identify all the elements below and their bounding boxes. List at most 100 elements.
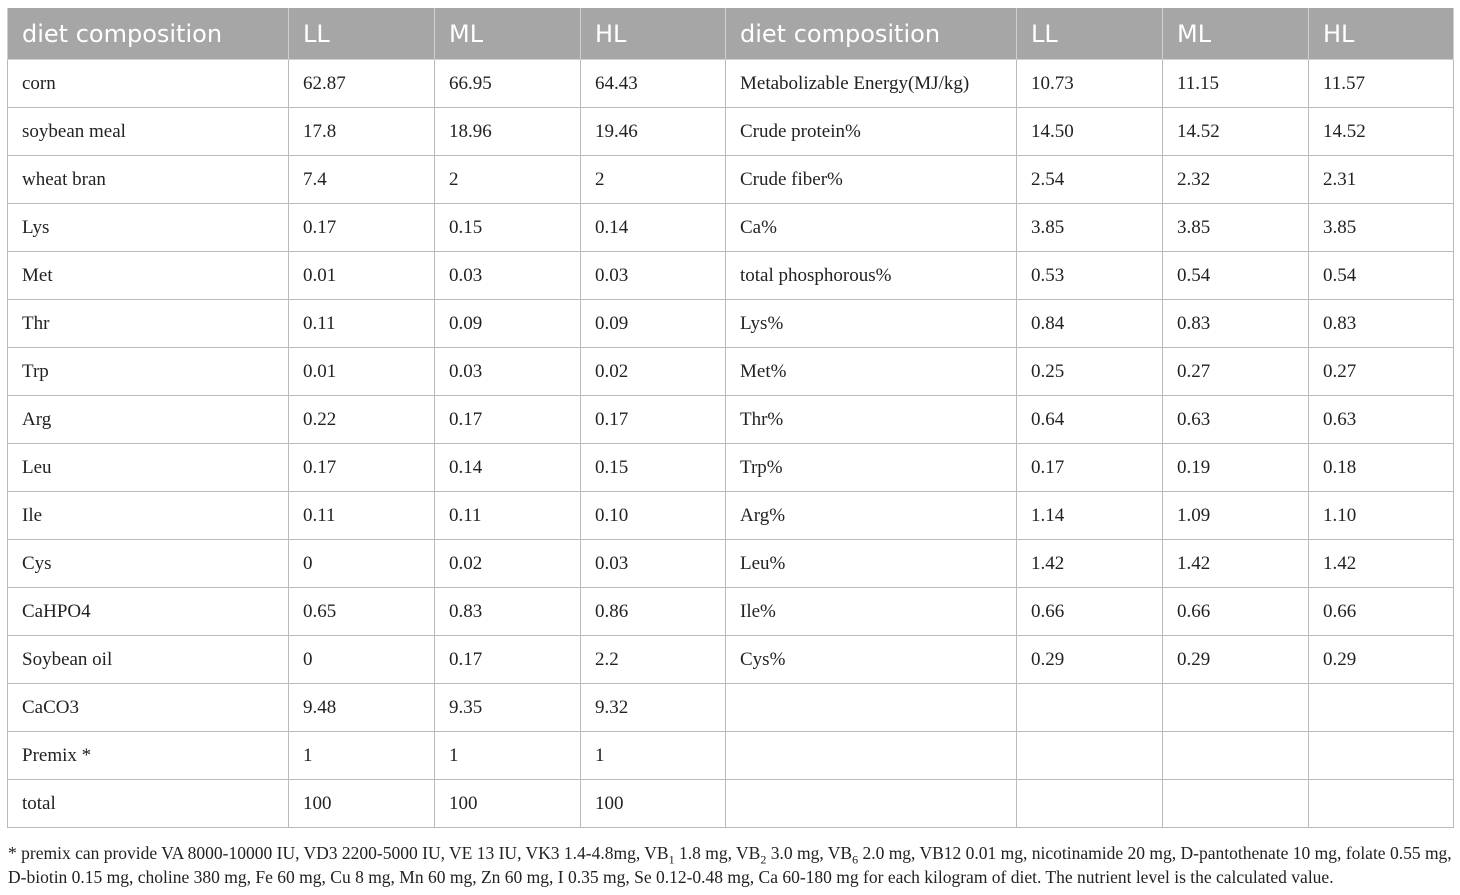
- table-row: Cys 0 0.02 0.03 Leu% 1.42 1.42 1.42: [7, 539, 1454, 588]
- table-body: corn 62.87 66.95 64.43 Metabolizable Energy(…: [7, 59, 1454, 828]
- table-row: corn 62.87 66.95 64.43 Metabolizable Energy(…: [7, 59, 1454, 108]
- table-cell: 0.27: [1308, 347, 1454, 396]
- table-cell: 0.29: [1016, 635, 1163, 684]
- table-cell: 2.32: [1162, 155, 1309, 204]
- table-cell: 1.42: [1162, 539, 1309, 588]
- table-cell: 0.17: [288, 203, 435, 252]
- footnote-text-1: * premix can provide VA 8000-10000 IU, V…: [8, 843, 669, 863]
- table-cell: 0.83: [1308, 299, 1454, 348]
- footnote-sub-6: 6: [852, 852, 859, 867]
- table-cell: Premix *: [7, 731, 289, 780]
- table-cell: Crude fiber%: [725, 155, 1017, 204]
- diet-composition-table: diet composition LL ML HL diet compositi…: [7, 8, 1454, 828]
- table-cell: [1016, 779, 1163, 828]
- table-cell: 0.17: [288, 443, 435, 492]
- table-cell: 0.29: [1308, 635, 1454, 684]
- table-cell: [1016, 731, 1163, 780]
- header-diet-composition-left: diet composition: [7, 8, 289, 60]
- table-cell: 0: [288, 635, 435, 684]
- table-cell: Lys%: [725, 299, 1017, 348]
- table-cell: 11.15: [1162, 59, 1309, 108]
- table-cell: 1: [288, 731, 435, 780]
- table-cell: 3.85: [1162, 203, 1309, 252]
- table-cell: 14.52: [1162, 107, 1309, 156]
- table-cell: [725, 779, 1017, 828]
- table-cell: [725, 731, 1017, 780]
- table-cell: 100: [434, 779, 581, 828]
- table-cell: 0.01: [288, 251, 435, 300]
- table-cell: Arg%: [725, 491, 1017, 540]
- table-cell: 2: [434, 155, 581, 204]
- table-cell: 2.54: [1016, 155, 1163, 204]
- table-cell: 0.15: [434, 203, 581, 252]
- table-cell: 0.22: [288, 395, 435, 444]
- table-row: wheat bran 7.4 2 2 Crude fiber% 2.54 2.32 2.31: [7, 155, 1454, 204]
- table-cell: 0.03: [580, 539, 726, 588]
- table-cell: 1.42: [1308, 539, 1454, 588]
- header-hl-left: HL: [580, 8, 726, 60]
- table-cell: 14.52: [1308, 107, 1454, 156]
- table-cell: [1162, 683, 1309, 732]
- table-cell: 0.03: [580, 251, 726, 300]
- table-cell: 11.57: [1308, 59, 1454, 108]
- table-cell: [1162, 731, 1309, 780]
- table-cell: 0.63: [1162, 395, 1309, 444]
- table-cell: Metabolizable Energy(MJ/kg): [725, 59, 1017, 108]
- table-row: Lys 0.17 0.15 0.14 Ca% 3.85 3.85 3.85: [7, 203, 1454, 252]
- table-cell: 3.85: [1308, 203, 1454, 252]
- table-cell: 10.73: [1016, 59, 1163, 108]
- table-cell: 0.54: [1308, 251, 1454, 300]
- table-cell: 0.10: [580, 491, 726, 540]
- table-cell: 1.42: [1016, 539, 1163, 588]
- table-cell: 64.43: [580, 59, 726, 108]
- table-cell: 0.11: [288, 299, 435, 348]
- table-cell: [1308, 731, 1454, 780]
- table-cell: 1.09: [1162, 491, 1309, 540]
- table-cell: Trp: [7, 347, 289, 396]
- table-cell: 0.66: [1308, 587, 1454, 636]
- diet-table-container: diet composition LL ML HL diet compositi…: [7, 8, 1454, 828]
- table-cell: 0.17: [434, 635, 581, 684]
- table-cell: 100: [288, 779, 435, 828]
- table-cell: [1016, 683, 1163, 732]
- table-cell: 1: [434, 731, 581, 780]
- table-cell: 0.83: [434, 587, 581, 636]
- table-cell: Leu: [7, 443, 289, 492]
- header-ll-left: LL: [288, 8, 435, 60]
- table-footnote: * premix can provide VA 8000-10000 IU, V…: [8, 841, 1454, 889]
- table-cell: Trp%: [725, 443, 1017, 492]
- table-cell: 9.48: [288, 683, 435, 732]
- table-cell: 2.31: [1308, 155, 1454, 204]
- table-cell: Crude protein%: [725, 107, 1017, 156]
- table-cell: 0.11: [434, 491, 581, 540]
- header-ml-left: ML: [434, 8, 581, 60]
- table-cell: 0.17: [580, 395, 726, 444]
- table-row: Leu 0.17 0.14 0.15 Trp% 0.17 0.19 0.18: [7, 443, 1454, 492]
- footnote-sub-1: 1: [668, 852, 675, 867]
- table-cell: 2: [580, 155, 726, 204]
- table-cell: wheat bran: [7, 155, 289, 204]
- table-cell: Thr: [7, 299, 289, 348]
- table-cell: 0.09: [434, 299, 581, 348]
- table-cell: 0.66: [1016, 587, 1163, 636]
- header-diet-composition-right: diet composition: [725, 8, 1017, 60]
- table-cell: 0.19: [1162, 443, 1309, 492]
- table-cell: 0.65: [288, 587, 435, 636]
- table-cell: [725, 683, 1017, 732]
- table-row: CaHPO4 0.65 0.83 0.86 Ile% 0.66 0.66 0.66: [7, 587, 1454, 636]
- table-cell: 0.66: [1162, 587, 1309, 636]
- table-cell: 1.10: [1308, 491, 1454, 540]
- table-cell: 0.64: [1016, 395, 1163, 444]
- table-cell: 3.85: [1016, 203, 1163, 252]
- table-cell: 19.46: [580, 107, 726, 156]
- table-cell: 0.29: [1162, 635, 1309, 684]
- table-cell: 0.14: [580, 203, 726, 252]
- table-cell: Cys: [7, 539, 289, 588]
- table-cell: Ca%: [725, 203, 1017, 252]
- table-cell: 1.14: [1016, 491, 1163, 540]
- table-row: Arg 0.22 0.17 0.17 Thr% 0.64 0.63 0.63: [7, 395, 1454, 444]
- header-ll-right: LL: [1016, 8, 1163, 60]
- footnote-text-2: 1.8 mg, VB: [674, 843, 761, 863]
- table-cell: CaHPO4: [7, 587, 289, 636]
- table-cell: 0.63: [1308, 395, 1454, 444]
